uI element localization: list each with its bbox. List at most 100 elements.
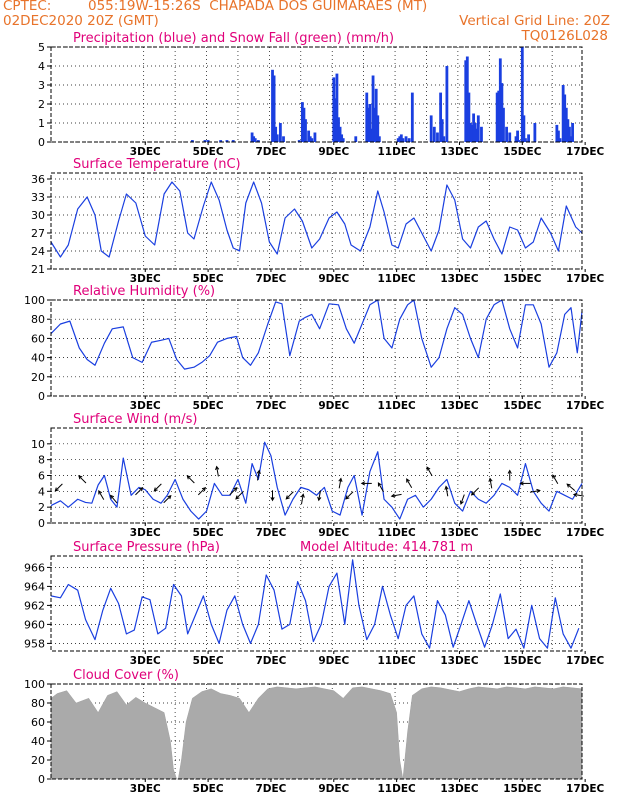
precip-bar [365,92,369,142]
pressure-frame [50,555,583,652]
precip-bar [252,136,256,142]
cloud-ytick-label: 0 [38,773,45,786]
temp-xtick-label: 3DEC [130,273,161,285]
temp-xtick-label: 17DEC [566,273,605,285]
precip-bar [469,123,472,142]
precip-bar [250,132,254,142]
wind-arrow-head [285,495,290,500]
wind-arrow-head [215,465,220,471]
precip-bar [398,136,402,142]
wind-arrow-head [377,482,382,487]
header-location: 055:19W-15:26S CHAPADA DOS GUIMARAES (MT… [88,0,428,14]
precip-bar [527,134,530,142]
pressure-title: Surface Pressure (hPa) [73,540,220,555]
pressure-xtick-label: 13DEC [440,655,479,667]
precip-bar [568,126,571,142]
precip-bar [495,92,499,142]
precip-bar [253,138,257,142]
cloud-area [50,686,583,780]
precip-bar [274,126,278,142]
wind-arrow-shaft [78,475,87,484]
wind-arrow-shaft [345,491,354,500]
wind-arrow-head [233,487,238,492]
precip-bar [335,73,339,142]
precip-xtick-label: 17DEC [566,146,605,158]
pressure-xtick-label: 15DEC [503,655,542,667]
cloud-title: Cloud Cover (%) [73,668,179,683]
wind-arrow-shaft [257,470,260,481]
wind-arrow-shaft [186,475,195,484]
precip-bar [399,134,403,142]
wind-arrow-head [536,488,541,494]
cloud-ytick-label: 80 [31,697,45,710]
precip-xtick-label: 15DEC [503,146,542,158]
wind-arrow-head [78,475,83,480]
wind-xtick-label: 13DEC [440,527,479,539]
wind-arrow-head [167,494,172,500]
wind-arrow-shaft [460,494,465,505]
precip-ytick-label: 5 [38,41,45,54]
precip-bar [308,136,312,142]
wind-arrow-shaft [301,494,304,505]
pressure-ytick-label: 966 [24,561,45,574]
wind-arrow-shaft [54,483,63,492]
precip-ytick-label: 1 [38,117,45,130]
pressure-xtick-label: 5DEC [193,655,224,667]
precip-bar [480,126,483,142]
precip-bar [524,138,527,142]
precip-bar [410,92,414,142]
wind-arrow-shaft [197,487,206,496]
cloud-ytick-label: 40 [31,735,45,748]
wind-arrow-head [566,483,571,488]
wind-arrow-shaft [489,478,493,489]
wind-arrow-head [338,477,343,482]
precip-bar [282,136,285,142]
cloud-xtick-label: 7DEC [255,783,286,795]
header-grid-line: Vertical Grid Line: 20Z [459,13,610,29]
precip-bar [500,83,504,142]
temp-xtick-label: 7DEC [255,273,286,285]
rh-xtick-label: 3DEC [130,400,161,412]
cloud-xtick-label: 13DEC [440,783,479,795]
wind-arrow-head [519,481,524,486]
precip-bar [473,123,477,142]
pressure-ytick-label: 960 [24,618,45,631]
precip-bar [401,138,405,142]
precip-bar [338,126,342,142]
temp-ytick-label: 24 [31,245,45,258]
precip-bar [569,136,573,142]
precip-bar [558,138,562,142]
precip-bar [304,119,307,142]
wind-arrow-head [300,493,305,498]
wind-arrow-shaft [338,478,342,489]
rh-ytick-label: 80 [31,313,45,326]
precip-bar [333,98,337,142]
wind-arrow-head [552,474,557,479]
precip-ytick-label: 4 [38,60,45,73]
rh-ytick-label: 40 [31,352,45,365]
precip-ytick-label: 3 [38,79,45,92]
pressure-xtick-label: 9DEC [318,655,349,667]
cloud-xtick-label: 11DEC [378,783,417,795]
cloud-ytick-label: 60 [31,716,45,729]
wind-title: Surface Wind (m/s) [73,412,197,427]
precip-bar [354,136,358,142]
wind-arrow-head [572,492,578,497]
rh-xtick-label: 15DEC [503,400,542,412]
cloud-xtick-label: 9DEC [318,783,349,795]
cloud-xtick-label: 15DEC [503,783,542,795]
precip-bar [374,88,378,142]
rh-frame [50,299,583,397]
wind-ytick-label: 8 [38,454,45,467]
wind-arrow-head [406,478,410,483]
wind-xtick-label: 3DEC [130,527,161,539]
precip-xtick-label: 13DEC [440,146,479,158]
wind-arrow-head [488,477,493,482]
precip-bar [272,75,276,142]
precip-bar [571,123,574,142]
precip-bar [366,107,370,142]
precip-xtick-label: 7DEC [255,146,286,158]
precip-bar [475,128,479,142]
precip-bar [564,107,568,142]
wind-arrow-shaft [163,495,172,504]
